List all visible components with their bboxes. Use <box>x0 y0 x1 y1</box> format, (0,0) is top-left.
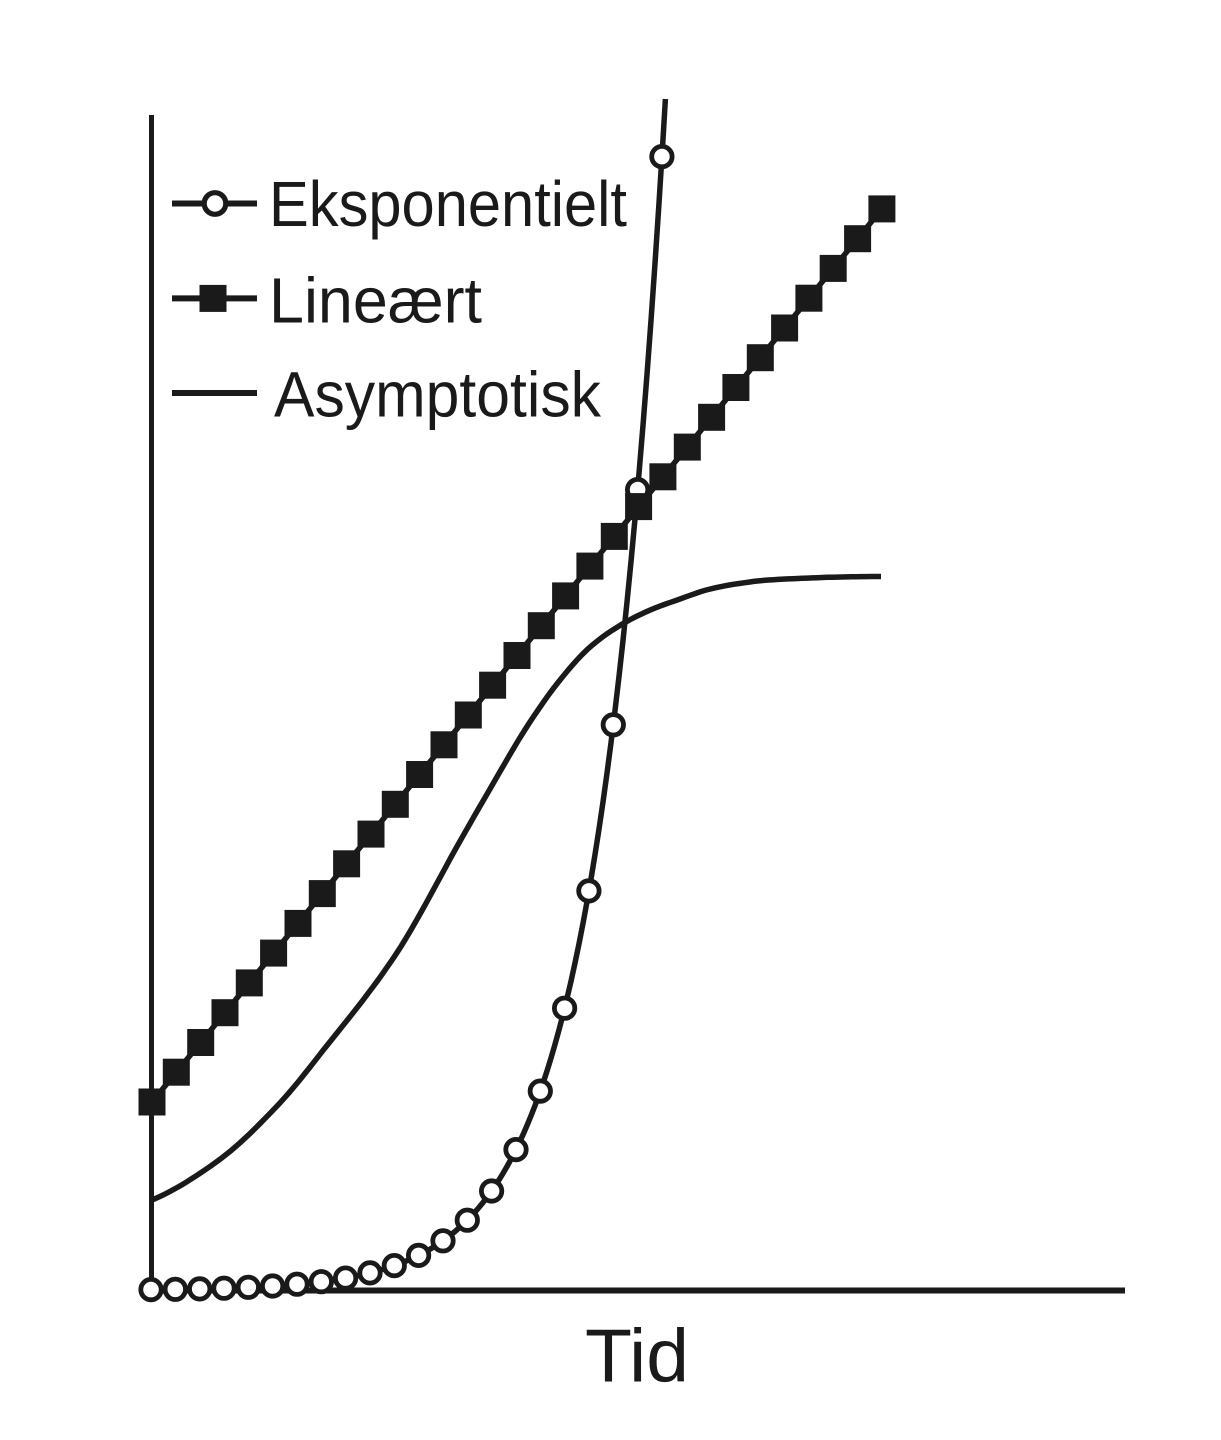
svg-text:Eksponentielt: Eksponentielt <box>269 168 627 240</box>
svg-text:Asymptotisk: Asymptotisk <box>274 359 602 431</box>
svg-text:Tid: Tid <box>585 1314 689 1398</box>
svg-text:Lineært: Lineært <box>269 264 482 336</box>
